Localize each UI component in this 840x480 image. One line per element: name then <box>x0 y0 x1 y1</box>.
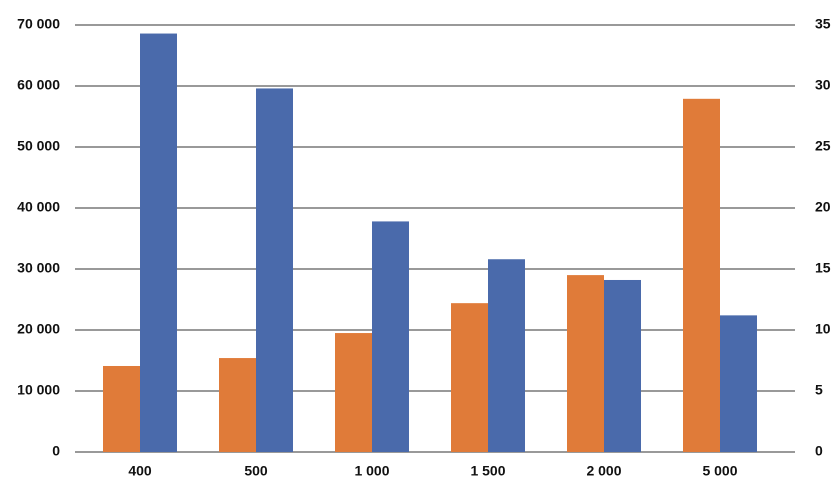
y-tick-label: 40 000 <box>17 199 60 215</box>
x-tick-label: 400 <box>128 463 152 479</box>
y2-tick-label: 20 <box>815 199 831 215</box>
y-tick-label: 20 000 <box>17 321 60 337</box>
bar <box>335 333 372 452</box>
x-tick-label: 2 000 <box>586 463 621 479</box>
y2-tick-label: 30 <box>815 77 831 93</box>
y2-tick-label: 35 <box>815 16 831 32</box>
bar <box>256 88 293 452</box>
y-tick-label: 60 000 <box>17 77 60 93</box>
y2-tick-label: 5 <box>815 382 823 398</box>
y-tick-label: 70 000 <box>17 16 60 32</box>
x-tick-label: 5 000 <box>702 463 737 479</box>
bar <box>140 33 177 452</box>
bar <box>451 303 488 452</box>
x-tick-label: 1 500 <box>470 463 505 479</box>
y-tick-label: 10 000 <box>17 382 60 398</box>
bar <box>683 98 720 452</box>
bar <box>567 275 604 452</box>
x-tick-label: 1 000 <box>354 463 389 479</box>
bar <box>604 279 641 452</box>
y-tick-label: 50 000 <box>17 138 60 154</box>
y-tick-label: 30 000 <box>17 260 60 276</box>
x-tick-label: 500 <box>244 463 268 479</box>
bar <box>488 259 525 452</box>
y2-tick-label: 0 <box>815 443 823 459</box>
y-tick-label: 0 <box>52 443 60 459</box>
bar <box>372 221 409 452</box>
y2-tick-label: 25 <box>815 138 831 154</box>
bar <box>720 315 757 452</box>
bar <box>103 365 140 452</box>
y2-tick-label: 10 <box>815 321 831 337</box>
y2-tick-label: 15 <box>815 260 831 276</box>
bar <box>219 358 256 452</box>
